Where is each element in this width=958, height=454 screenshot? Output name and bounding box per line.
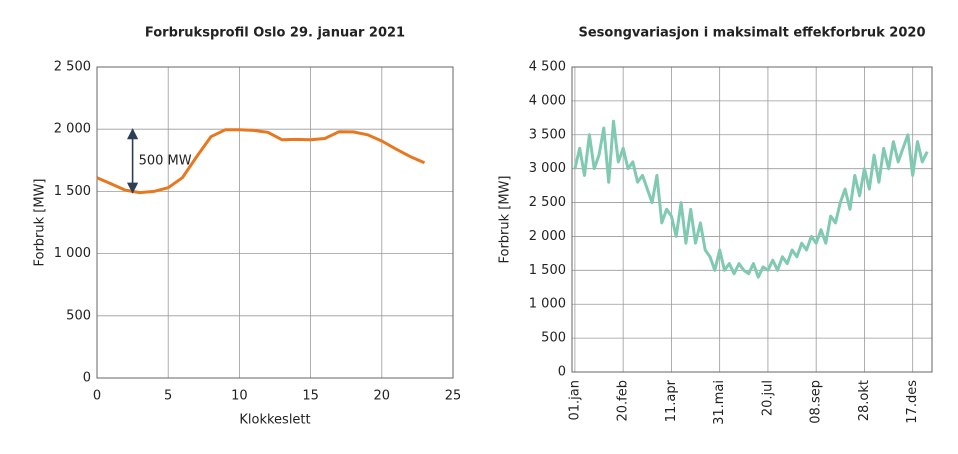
chart-title: Sesongvariasjon i maksimalt effekforbruk… <box>579 26 926 41</box>
y-tick-label: 0 <box>83 371 91 386</box>
y-tick-label: 3 500 <box>529 127 566 142</box>
y-tick-label: 1 000 <box>54 246 91 261</box>
y-tick-label: 500 <box>66 308 91 323</box>
y-tick-label: 2 500 <box>529 195 566 210</box>
data-line <box>573 119 929 279</box>
x-tick-label: 0 <box>93 389 101 404</box>
y-tick-label: 2 000 <box>529 229 566 244</box>
y-axis-label: Forbruk [MW] <box>33 178 48 266</box>
x-tick-label: 31.mai <box>712 380 727 425</box>
y-tick-label: 4 500 <box>529 60 566 75</box>
x-tick-label: 11.apr <box>664 379 679 422</box>
x-axis-label: Klokkeslett <box>239 413 310 428</box>
x-tick-label: 25 <box>445 389 462 404</box>
y-tick-label: 0 <box>558 365 566 380</box>
y-tick-label: 2 000 <box>54 122 91 137</box>
y-tick-label: 500 <box>541 331 566 346</box>
x-tick-label: 08.sep <box>809 380 824 424</box>
x-tick-label: 20.feb <box>616 380 631 422</box>
data-line <box>96 128 426 195</box>
y-axis-label: Forbruk [MW] <box>498 175 513 263</box>
x-tick-label: 28.okt <box>857 380 872 421</box>
plot-frame <box>571 66 933 373</box>
annotation-label: 500 MW <box>139 153 192 168</box>
x-tick-label: 01.jan <box>567 380 582 421</box>
x-tick-label: 20 <box>374 389 391 404</box>
x-tick-label: 17.des <box>905 380 920 424</box>
y-tick-label: 1 500 <box>54 184 91 199</box>
x-tick-label: 10 <box>231 389 248 404</box>
plot-frame <box>96 66 454 379</box>
y-tick-label: 2 500 <box>54 60 91 75</box>
y-tick-label: 1 500 <box>529 263 566 278</box>
y-tick-label: 3 000 <box>529 161 566 176</box>
y-tick-label: 4 000 <box>529 93 566 108</box>
x-tick-label: 5 <box>164 389 172 404</box>
y-tick-label: 1 000 <box>529 297 566 312</box>
x-tick-label: 20.jul <box>760 380 775 416</box>
chart-title: Forbruksprofil Oslo 29. januar 2021 <box>145 26 405 41</box>
x-tick-label: 15 <box>302 389 319 404</box>
